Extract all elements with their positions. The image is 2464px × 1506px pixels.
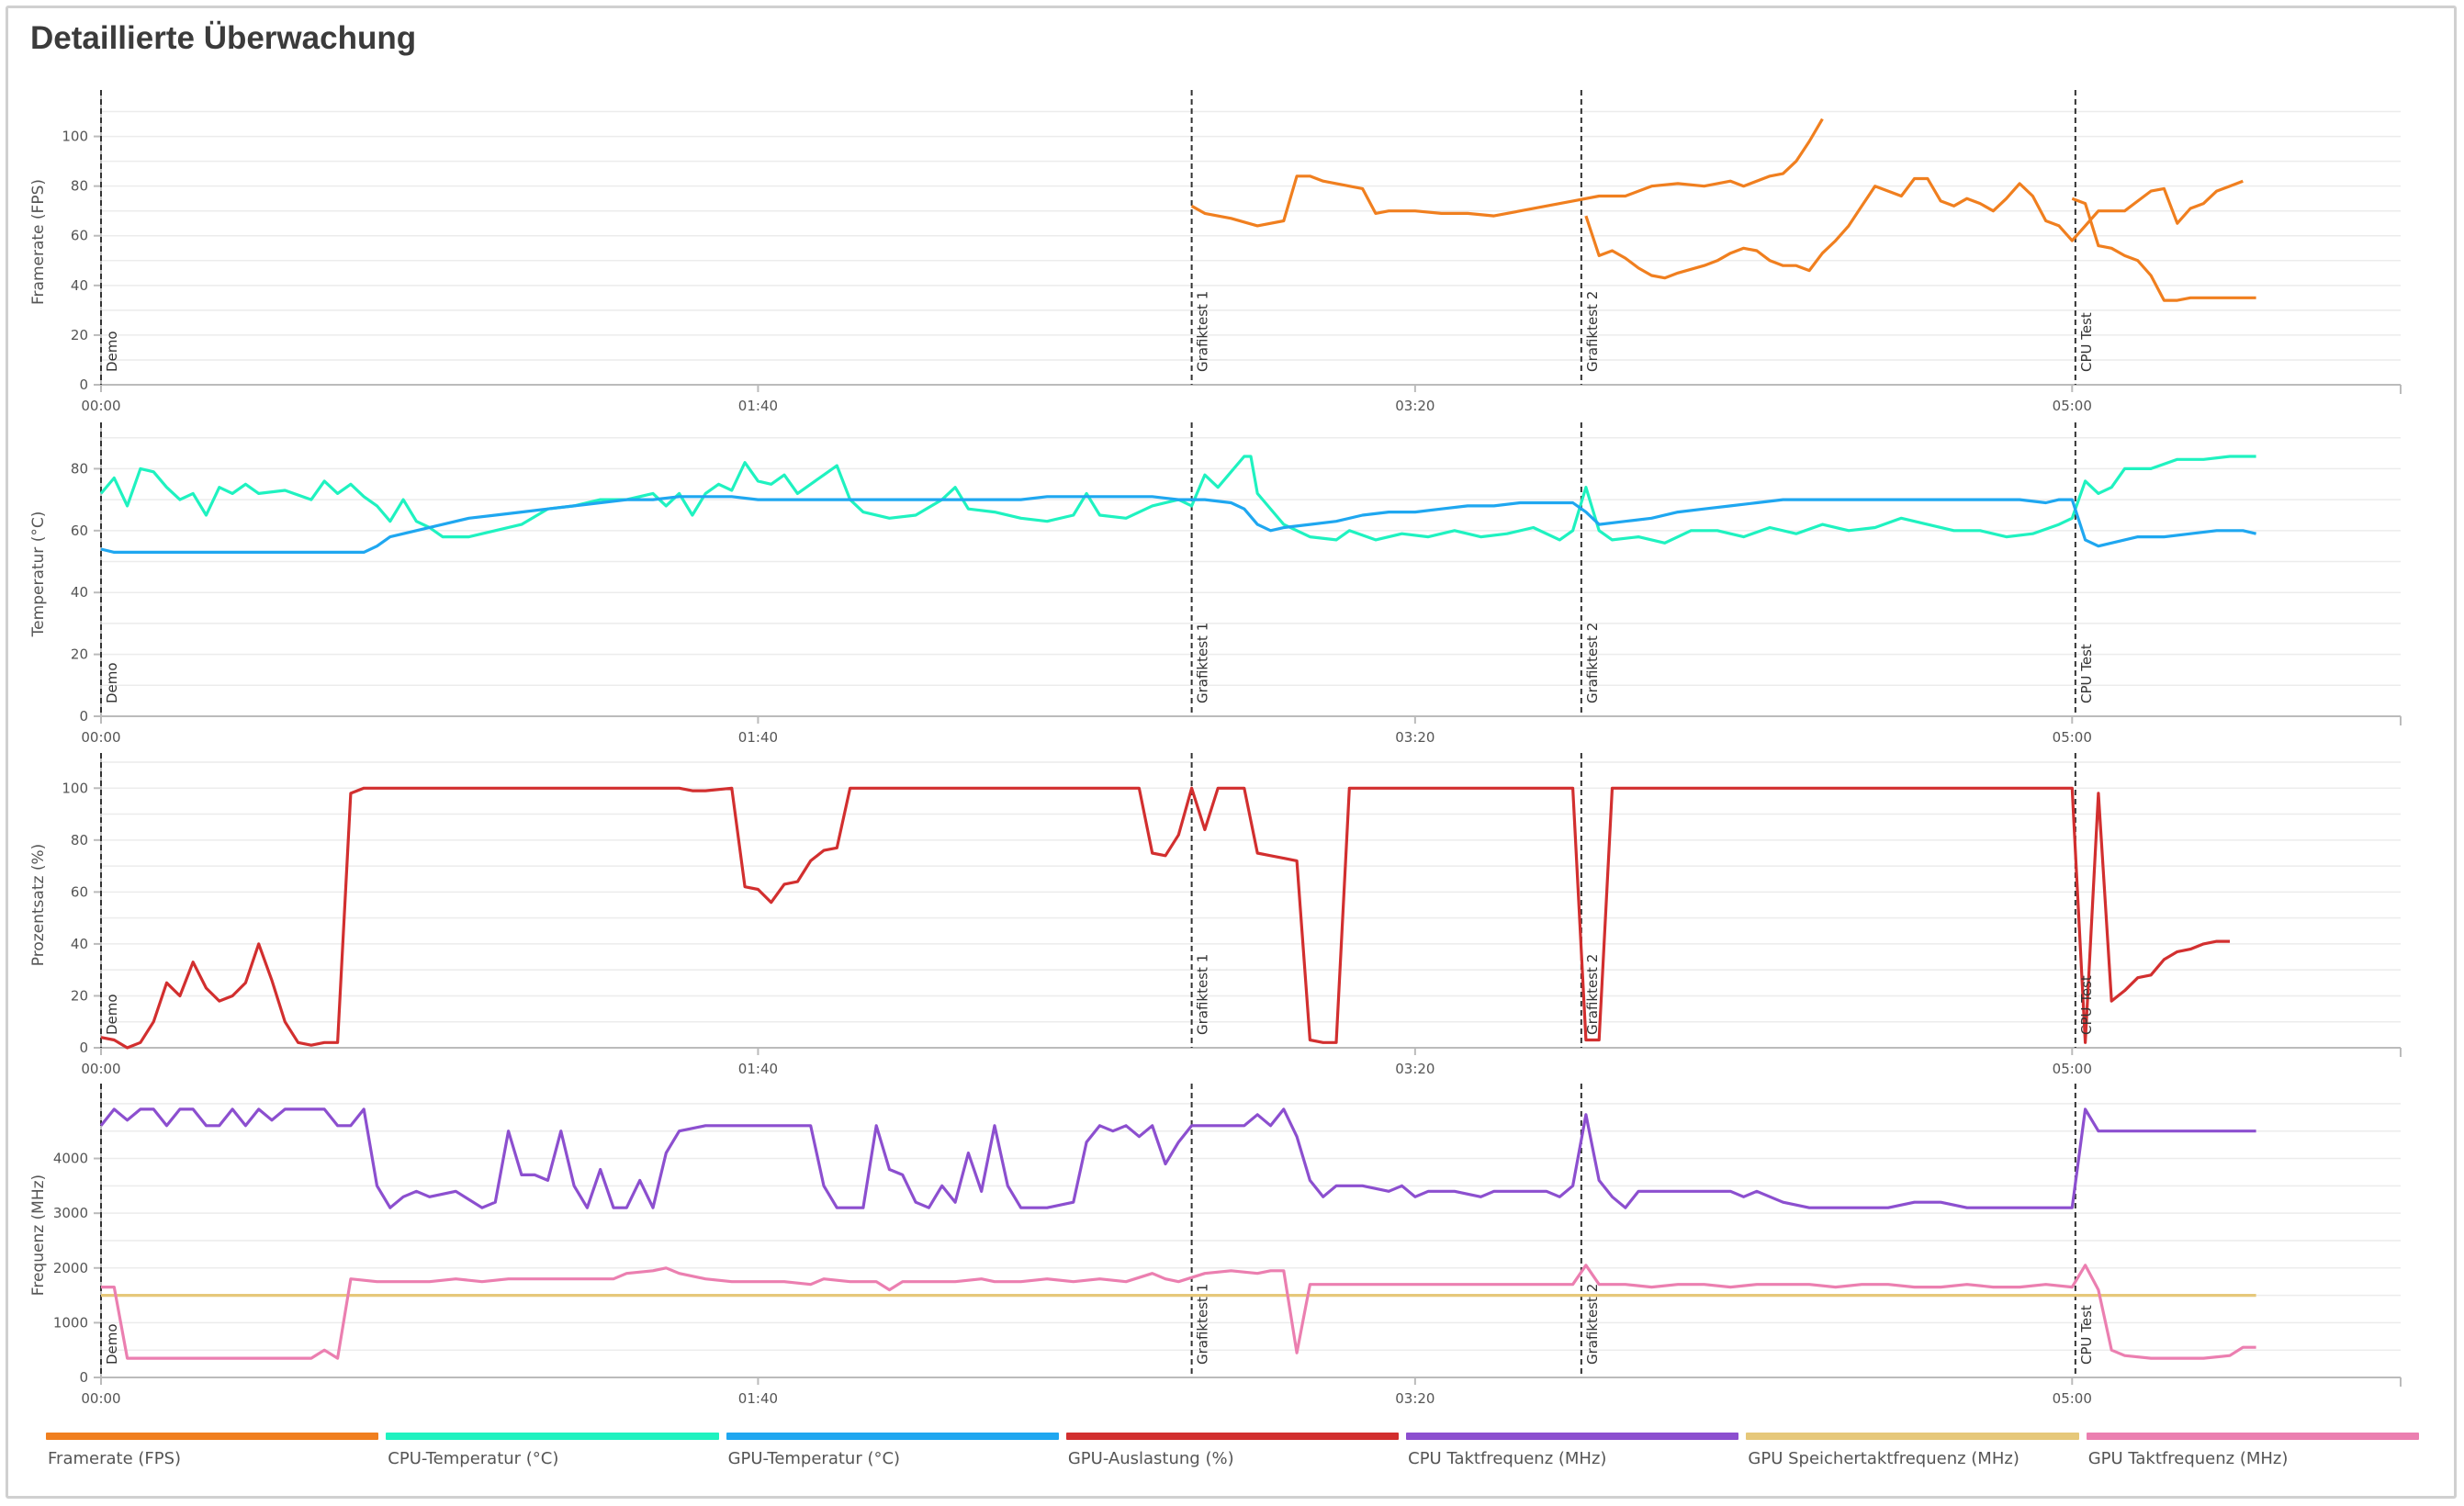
series-line xyxy=(1584,176,2244,280)
event-marker-label: Grafiktest 1 xyxy=(1195,291,1211,372)
x-tick-label: 00:00 xyxy=(81,1390,120,1407)
y-tick-label: 60 xyxy=(71,883,88,900)
chart-panel-4: 0 1000 2000 3000 4000 Frequenz (MHz) 00:00 01:4… xyxy=(29,1084,2402,1407)
legend-swatch xyxy=(2086,1433,2419,1440)
legend-label: CPU Taktfrequenz (MHz) xyxy=(1408,1449,1607,1468)
legend-item[interactable]: GPU Speichertaktfrequenz (MHz) xyxy=(1746,1433,2079,1488)
legend-swatch xyxy=(1406,1433,1739,1440)
y-tick-label: 100 xyxy=(62,780,88,796)
legend-item[interactable]: GPU Taktfrequenz (MHz) xyxy=(2086,1433,2419,1488)
legend-label: CPU-Temperatur (°C) xyxy=(388,1449,559,1468)
event-marker-label: Grafiktest 1 xyxy=(1195,623,1211,703)
event-marker-label: CPU Test xyxy=(2078,975,2095,1035)
x-tick-label: 05:00 xyxy=(2053,1061,2092,1077)
legend-item[interactable]: GPU-Temperatur (°C) xyxy=(726,1433,1059,1488)
x-tick-label: 05:00 xyxy=(2053,729,2092,746)
series-line xyxy=(2071,197,2256,302)
y-tick-label: 4000 xyxy=(53,1151,88,1167)
y-tick-label: 40 xyxy=(71,277,88,294)
series-line xyxy=(99,1107,2256,1209)
event-marker-label: Demo xyxy=(104,1323,120,1365)
legend-swatch xyxy=(726,1433,1059,1440)
legend-label: GPU-Temperatur (°C) xyxy=(727,1449,901,1468)
monitoring-charts: 0 20 40 60 80 100 Framerate (FPS) 00:00 01:40 03:… xyxy=(29,90,2402,1407)
event-marker-label: Demo xyxy=(104,331,120,372)
event-marker-label: Grafiktest 2 xyxy=(1584,623,1601,703)
legend-swatch xyxy=(46,1433,379,1440)
y-axis-label: Frequenz (MHz) xyxy=(29,1174,48,1296)
y-tick-label: 20 xyxy=(71,327,88,343)
y-tick-label: 0 xyxy=(79,708,88,725)
chart-panel-1: 0 20 40 60 80 100 Framerate (FPS) 00:00 01:40 03:… xyxy=(29,90,2402,414)
y-tick-label: 40 xyxy=(71,936,88,952)
x-tick-label: 05:00 xyxy=(2053,398,2092,414)
y-tick-label: 60 xyxy=(71,228,88,244)
event-marker-label: Demo xyxy=(104,662,120,703)
x-tick-label: 01:40 xyxy=(738,1390,778,1407)
legend-item[interactable]: GPU-Auslastung (%) xyxy=(1065,1433,1400,1488)
series-line xyxy=(100,495,2256,554)
legend-label: GPU Taktfrequenz (MHz) xyxy=(2087,1449,2289,1468)
y-tick-label: 2000 xyxy=(53,1260,88,1276)
y-tick-label: 100 xyxy=(62,129,88,145)
y-tick-label: 80 xyxy=(71,832,88,849)
x-tick-label: 00:00 xyxy=(81,729,120,746)
y-tick-label: 60 xyxy=(71,523,88,539)
legend-item[interactable]: CPU-Temperatur (°C) xyxy=(386,1433,719,1488)
y-tick-label: 0 xyxy=(79,376,88,393)
y-tick-label: 80 xyxy=(71,460,88,477)
y-tick-label: 40 xyxy=(71,584,88,601)
x-tick-label: 05:00 xyxy=(2053,1390,2092,1407)
y-tick-label: 0 xyxy=(79,1369,88,1386)
x-tick-label: 03:20 xyxy=(1395,398,1435,414)
y-axis-label: Prozentsatz (%) xyxy=(29,844,48,966)
page-title: Detaillierte Überwachung xyxy=(30,20,417,56)
legend-label: GPU Speichertaktfrequenz (MHz) xyxy=(1748,1449,2020,1468)
x-tick-label: 00:00 xyxy=(81,1061,120,1077)
legend-label: GPU-Auslastung (%) xyxy=(1067,1449,1234,1468)
x-tick-label: 03:20 xyxy=(1395,1390,1435,1407)
event-marker-label: Grafiktest 2 xyxy=(1584,954,1601,1035)
legend-item[interactable]: Framerate (FPS) xyxy=(46,1433,379,1488)
y-tick-label: 3000 xyxy=(53,1205,88,1221)
legend-swatch xyxy=(386,1433,719,1440)
x-tick-label: 03:20 xyxy=(1395,729,1435,746)
legend: Framerate (FPS) CPU-Temperatur (°C) GPU-Te… xyxy=(46,1433,2419,1488)
legend-label: Framerate (FPS) xyxy=(48,1449,182,1468)
y-tick-label: 80 xyxy=(71,178,88,195)
y-tick-label: 0 xyxy=(79,1040,88,1056)
event-marker-label: Grafiktest 2 xyxy=(1584,1284,1601,1365)
monitoring-panel xyxy=(6,6,2457,1499)
series-line xyxy=(99,455,2256,545)
legend-swatch xyxy=(1065,1433,1400,1440)
series-line xyxy=(1190,118,1824,228)
event-marker-label: Grafiktest 1 xyxy=(1195,954,1211,1035)
event-marker-label: Grafiktest 2 xyxy=(1584,291,1601,372)
y-tick-label: 20 xyxy=(71,987,88,1004)
x-tick-label: 01:40 xyxy=(738,729,778,746)
x-tick-label: 03:20 xyxy=(1395,1061,1435,1077)
legend-swatch xyxy=(1746,1433,2079,1440)
event-marker-label: CPU Test xyxy=(2078,1305,2095,1365)
x-tick-label: 01:40 xyxy=(738,1061,778,1077)
event-marker-label: CPU Test xyxy=(2078,644,2095,703)
x-tick-label: 01:40 xyxy=(738,398,778,414)
chart-panel-2: 0 20 40 60 80 Temperatur (°C) 00:00 01:40 03:20 0… xyxy=(29,422,2402,746)
y-axis-label: Temperatur (°C) xyxy=(29,511,48,638)
y-tick-label: 20 xyxy=(71,646,88,663)
y-tick-label: 1000 xyxy=(53,1314,88,1331)
legend-item[interactable]: CPU Taktfrequenz (MHz) xyxy=(1406,1433,1739,1488)
event-marker-label: CPU Test xyxy=(2078,312,2095,372)
y-axis-label: Framerate (FPS) xyxy=(29,179,48,305)
series-line xyxy=(100,786,2230,1050)
event-marker-label: Grafiktest 1 xyxy=(1195,1284,1211,1365)
chart-panel-3: 0 20 40 60 80 100 Prozentsatz (%) 00:00 01:40 03:… xyxy=(29,753,2402,1077)
series-line xyxy=(101,1264,2256,1360)
event-marker-label: Demo xyxy=(104,994,120,1035)
x-tick-label: 00:00 xyxy=(81,398,120,414)
